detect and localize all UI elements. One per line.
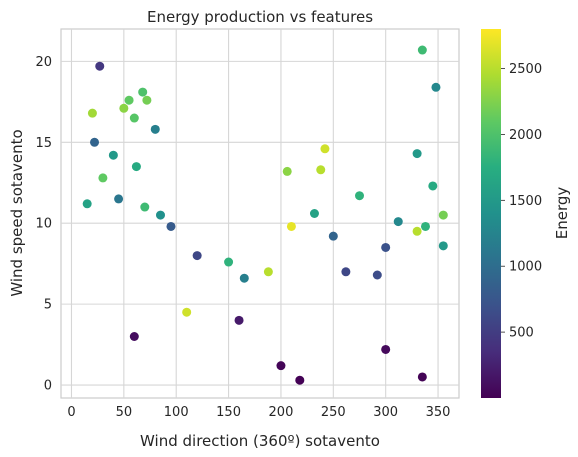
colorbar-tick-labels: 500 1000 1500 2000 2500 (501, 62, 542, 341)
data-point (412, 226, 422, 236)
data-point (420, 221, 430, 231)
colorbar (481, 29, 501, 398)
data-point (129, 332, 139, 341)
data-point (431, 82, 441, 92)
data-point (286, 221, 296, 231)
data-point (119, 103, 129, 113)
x-tick-label: 250 (321, 405, 346, 420)
x-tick-label: 0 (67, 405, 75, 420)
data-point (150, 124, 160, 134)
data-point (95, 61, 105, 71)
data-point (124, 95, 134, 105)
data-point (182, 307, 192, 317)
colorbar-tick-label: 1000 (509, 260, 542, 275)
data-point (355, 191, 364, 201)
data-point (114, 194, 124, 204)
data-point (108, 150, 118, 160)
data-point (129, 113, 139, 123)
x-tick-label: 300 (373, 405, 398, 420)
data-point (417, 45, 427, 55)
colorbar-tick-label: 2500 (509, 62, 542, 77)
data-point (438, 241, 448, 251)
data-point (276, 361, 286, 371)
colorbar-tick-label: 500 (509, 326, 534, 341)
y-axis-label: Wind speed sotavento (8, 129, 26, 296)
data-point (438, 210, 448, 220)
x-tick-labels: 0 50 100 150 200 250 300 350 (67, 405, 450, 420)
data-point (381, 242, 391, 252)
plot-area (60, 28, 460, 399)
y-tick-label: 0 (44, 379, 52, 394)
data-point (372, 270, 382, 280)
data-point (316, 165, 326, 175)
data-point (166, 221, 176, 231)
y-tick-label: 5 (44, 298, 52, 313)
data-point (87, 108, 97, 118)
data-point (131, 162, 141, 172)
data-point (90, 137, 100, 147)
data-point (328, 231, 338, 241)
colorbar-tick-label: 1500 (509, 194, 542, 209)
x-tick-label: 350 (426, 405, 451, 420)
x-tick-label: 50 (116, 405, 133, 420)
data-point (98, 173, 108, 183)
data-point (341, 267, 351, 277)
data-point (263, 267, 273, 277)
data-point (156, 210, 165, 220)
y-tick-label: 20 (35, 55, 52, 70)
data-point (140, 202, 150, 212)
scatter-points (82, 45, 448, 385)
data-point (393, 217, 403, 227)
data-point (138, 87, 148, 97)
data-point (142, 95, 152, 105)
x-axis-label: Wind direction (360º) sotavento (140, 432, 380, 450)
data-point (224, 257, 234, 267)
data-point (412, 149, 422, 159)
data-point (428, 181, 438, 191)
grid-lines (61, 29, 459, 398)
data-point (295, 375, 305, 385)
x-tick-label: 200 (269, 405, 294, 420)
data-point (282, 166, 292, 176)
x-tick-label: 150 (216, 405, 241, 420)
colorbar-label: Energy (553, 187, 571, 240)
colorbar-tick-label: 2000 (509, 128, 542, 143)
y-tick-labels: 0 5 10 15 20 (35, 55, 52, 394)
data-point (239, 273, 249, 283)
data-point (192, 251, 202, 261)
data-point (320, 144, 330, 154)
data-point (234, 315, 244, 325)
data-point (417, 372, 427, 382)
chart-title: Energy production vs features (147, 8, 373, 26)
x-tick-label: 100 (164, 405, 189, 420)
y-tick-label: 10 (35, 217, 52, 232)
data-point (82, 199, 92, 209)
data-point (381, 344, 391, 354)
data-point (309, 209, 319, 218)
y-tick-label: 15 (35, 136, 52, 151)
